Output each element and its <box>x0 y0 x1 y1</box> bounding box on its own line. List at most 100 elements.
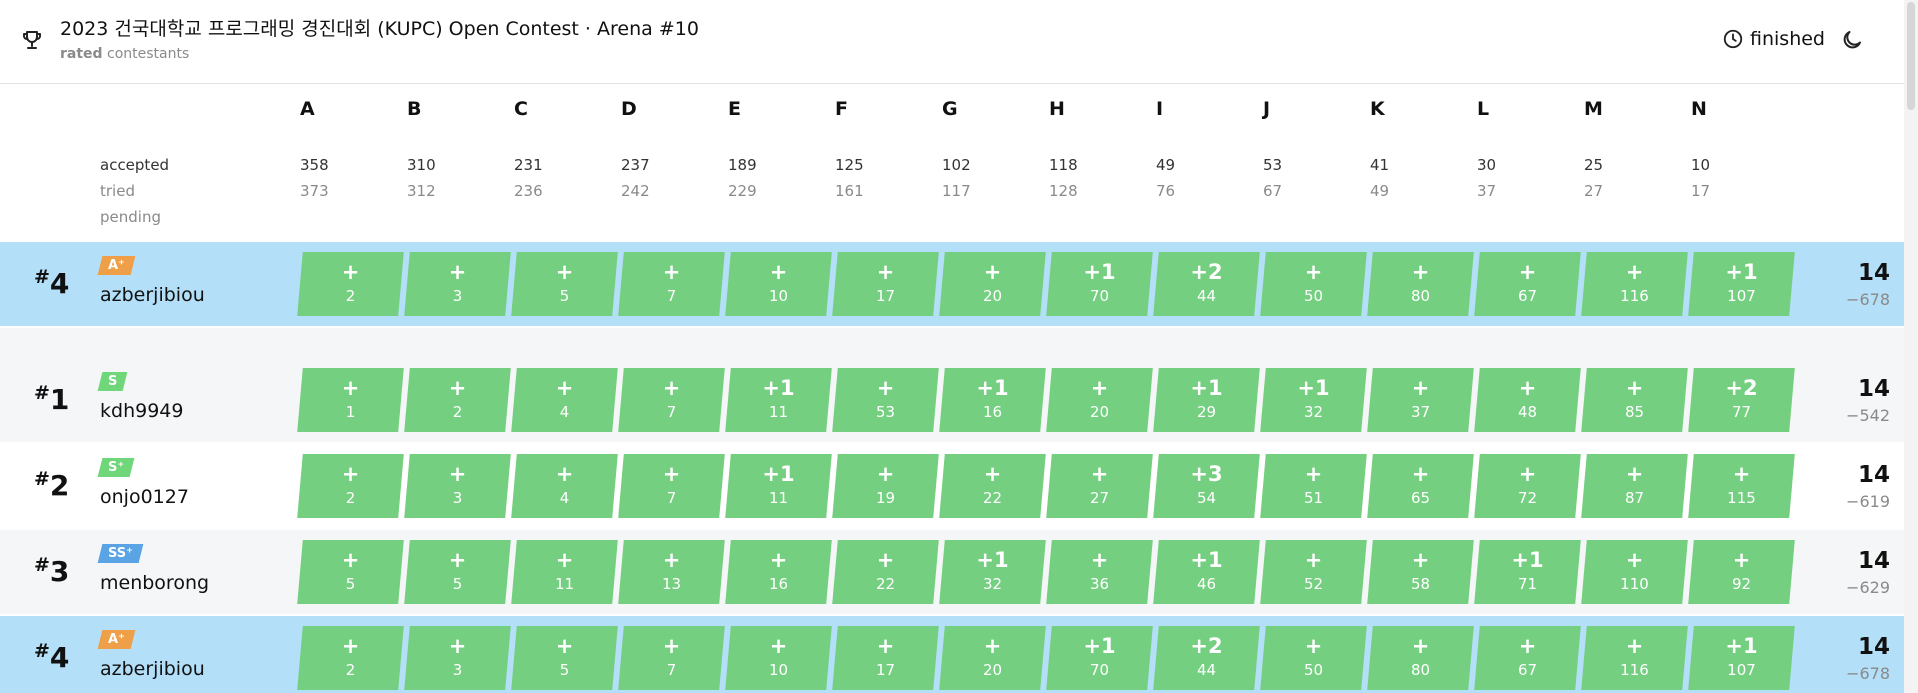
problem-cell-d[interactable]: +7 <box>618 368 725 432</box>
accepted-count-d: 237 <box>621 156 650 174</box>
solve-time: 37 <box>1410 403 1431 421</box>
problem-cell-l[interactable]: +67 <box>1474 626 1581 690</box>
user-handle[interactable]: menborong <box>100 572 210 594</box>
problem-cell-c[interactable]: +4 <box>511 368 618 432</box>
problem-cell-b[interactable]: +3 <box>404 626 511 690</box>
problem-cell-m[interactable]: +110 <box>1581 540 1688 604</box>
problem-cell-h[interactable]: +36 <box>1046 540 1153 604</box>
solve-time: 5 <box>559 661 570 679</box>
problem-cell-k[interactable]: +58 <box>1367 540 1474 604</box>
problem-cell-a[interactable]: +1 <box>297 368 404 432</box>
problem-cell-g[interactable]: +1 32 <box>939 540 1046 604</box>
problem-cell-b[interactable]: +5 <box>404 540 511 604</box>
problem-cell-j[interactable]: +50 <box>1260 252 1367 316</box>
user-handle[interactable]: onjo0127 <box>100 486 189 508</box>
problem-letter-l[interactable]: L <box>1477 98 1490 120</box>
problem-cell-g[interactable]: +1 16 <box>939 368 1046 432</box>
problem-cell-i[interactable]: +3 54 <box>1153 454 1260 518</box>
solve-time: 44 <box>1196 661 1217 679</box>
problem-cell-m[interactable]: +116 <box>1581 626 1688 690</box>
problem-letter-n[interactable]: N <box>1691 98 1707 120</box>
problem-letter-k[interactable]: K <box>1370 98 1385 120</box>
problem-cell-i[interactable]: +1 46 <box>1153 540 1260 604</box>
problem-cell-k[interactable]: +80 <box>1367 252 1474 316</box>
problem-cell-n[interactable]: +115 <box>1688 454 1795 518</box>
problem-cell-c[interactable]: +5 <box>511 626 618 690</box>
problem-cell-h[interactable]: +1 70 <box>1046 252 1153 316</box>
problem-cell-m[interactable]: +87 <box>1581 454 1688 518</box>
problem-cell-n[interactable]: +92 <box>1688 540 1795 604</box>
problem-cell-h[interactable]: +27 <box>1046 454 1153 518</box>
problem-letter-e[interactable]: E <box>728 98 741 120</box>
problem-cell-d[interactable]: +7 <box>618 252 725 316</box>
problem-cell-i[interactable]: +2 44 <box>1153 626 1260 690</box>
problem-cell-d[interactable]: +7 <box>618 626 725 690</box>
problem-cell-j[interactable]: +51 <box>1260 454 1367 518</box>
problem-letter-h[interactable]: H <box>1049 98 1065 120</box>
problem-cell-b[interactable]: +2 <box>404 368 511 432</box>
problem-cell-k[interactable]: +37 <box>1367 368 1474 432</box>
problem-cell-a[interactable]: +2 <box>297 626 404 690</box>
problem-cell-e[interactable]: +10 <box>725 252 832 316</box>
problem-letter-g[interactable]: G <box>942 98 958 120</box>
problem-letter-f[interactable]: F <box>835 98 848 120</box>
problem-cell-k[interactable]: +80 <box>1367 626 1474 690</box>
problem-cell-b[interactable]: +3 <box>404 252 511 316</box>
problem-cell-l[interactable]: +48 <box>1474 368 1581 432</box>
problem-cell-j[interactable]: +50 <box>1260 626 1367 690</box>
problem-cell-b[interactable]: +3 <box>404 454 511 518</box>
problem-letter-i[interactable]: I <box>1156 98 1164 120</box>
user-handle[interactable]: azberjibiou <box>100 284 205 306</box>
problem-cell-m[interactable]: +116 <box>1581 252 1688 316</box>
scrollbar-thumb[interactable] <box>1907 2 1915 110</box>
problem-cell-m[interactable]: +85 <box>1581 368 1688 432</box>
user-handle[interactable]: kdh9949 <box>100 400 184 422</box>
problem-cell-n[interactable]: +1 107 <box>1688 626 1795 690</box>
problem-letter-b[interactable]: B <box>407 98 422 120</box>
problem-cell-f[interactable]: +17 <box>832 252 939 316</box>
problem-cell-j[interactable]: +1 32 <box>1260 368 1367 432</box>
problem-cell-i[interactable]: +2 44 <box>1153 252 1260 316</box>
problem-cell-c[interactable]: +11 <box>511 540 618 604</box>
moon-icon[interactable] <box>1840 28 1864 52</box>
problem-cell-f[interactable]: +19 <box>832 454 939 518</box>
problem-letter-j[interactable]: J <box>1263 98 1271 120</box>
attempt-mark: +1 <box>1297 376 1330 400</box>
problem-cell-n[interactable]: +1 107 <box>1688 252 1795 316</box>
problem-cell-a[interactable]: +2 <box>297 454 404 518</box>
problem-cell-f[interactable]: +53 <box>832 368 939 432</box>
problem-cell-l[interactable]: +72 <box>1474 454 1581 518</box>
problem-letter-c[interactable]: C <box>514 98 528 120</box>
problem-cell-d[interactable]: +7 <box>618 454 725 518</box>
problem-letter-d[interactable]: D <box>621 98 637 120</box>
problem-cell-a[interactable]: +5 <box>297 540 404 604</box>
scrollbar[interactable] <box>1904 0 1918 693</box>
problem-cell-f[interactable]: +22 <box>832 540 939 604</box>
problem-cell-c[interactable]: +4 <box>511 454 618 518</box>
problem-cell-h[interactable]: +1 70 <box>1046 626 1153 690</box>
problem-cell-l[interactable]: +67 <box>1474 252 1581 316</box>
problem-cell-g[interactable]: +20 <box>939 626 1046 690</box>
problem-letter-a[interactable]: A <box>300 98 315 120</box>
rank-hash: # <box>34 640 50 662</box>
problem-cell-n[interactable]: +2 77 <box>1688 368 1795 432</box>
problem-cell-e[interactable]: +16 <box>725 540 832 604</box>
attempt-mark: +1 <box>762 376 795 400</box>
problem-cell-l[interactable]: +1 71 <box>1474 540 1581 604</box>
problem-cell-f[interactable]: +17 <box>832 626 939 690</box>
attempt-mark: + <box>341 634 360 658</box>
problem-cell-j[interactable]: +52 <box>1260 540 1367 604</box>
problem-cell-g[interactable]: +22 <box>939 454 1046 518</box>
problem-cell-c[interactable]: +5 <box>511 252 618 316</box>
problem-cell-d[interactable]: +13 <box>618 540 725 604</box>
problem-cell-a[interactable]: +2 <box>297 252 404 316</box>
problem-cell-e[interactable]: +1 11 <box>725 454 832 518</box>
problem-letter-m[interactable]: M <box>1584 98 1603 120</box>
problem-cell-k[interactable]: +65 <box>1367 454 1474 518</box>
problem-cell-h[interactable]: +20 <box>1046 368 1153 432</box>
problem-cell-g[interactable]: +20 <box>939 252 1046 316</box>
problem-cell-i[interactable]: +1 29 <box>1153 368 1260 432</box>
problem-cell-e[interactable]: +10 <box>725 626 832 690</box>
problem-cell-e[interactable]: +1 11 <box>725 368 832 432</box>
user-handle[interactable]: azberjibiou <box>100 658 205 680</box>
